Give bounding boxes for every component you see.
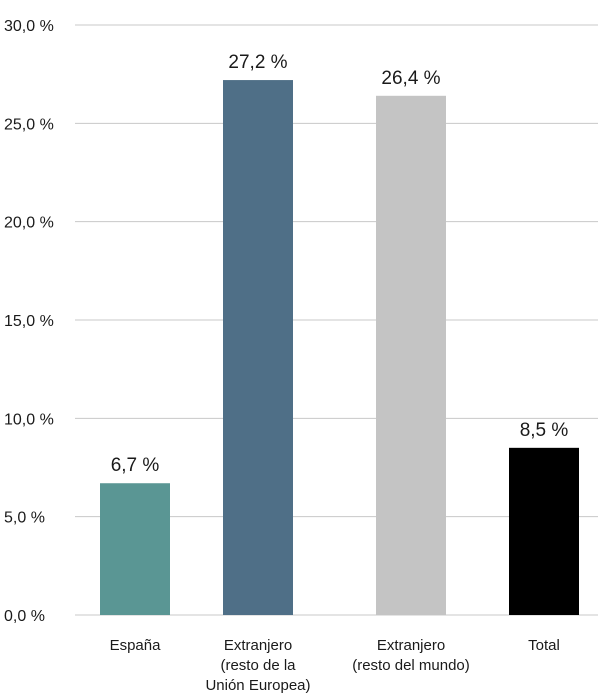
x-category-label-line: Total <box>528 637 560 654</box>
y-tick-label: 20,0 % <box>4 215 54 232</box>
y-tick-label: 0,0 % <box>4 608 45 625</box>
x-category-label: Extranjero (resto de la Unión Europea) <box>205 637 310 694</box>
x-category-label-line: Extranjero <box>224 637 292 654</box>
y-tick-label: 10,0 % <box>4 411 54 428</box>
y-tick-label: 5,0 % <box>4 510 45 527</box>
x-category-label-line: Unión Europea) <box>205 677 310 694</box>
x-category-label: Total <box>528 637 560 654</box>
bar <box>100 483 170 615</box>
x-category-label-line: Extranjero <box>377 637 445 654</box>
bar <box>223 80 293 616</box>
x-category-label: Extranjero (resto del mundo) <box>352 637 470 674</box>
bar <box>509 447 579 615</box>
x-category-label-line: (resto del mundo) <box>352 657 470 674</box>
y-tick-label: 15,0 % <box>4 313 54 330</box>
x-category-label: España <box>110 637 162 654</box>
data-label: 27,2 % <box>228 52 287 73</box>
data-label: 6,7 % <box>111 455 160 476</box>
y-tick-label: 25,0 % <box>4 116 54 133</box>
data-label: 26,4 % <box>381 68 440 89</box>
y-tick-label: 30,0 % <box>4 18 54 35</box>
x-category-label-line: (resto de la <box>220 657 296 674</box>
bar <box>376 95 446 616</box>
data-label: 8,5 % <box>520 420 569 441</box>
x-category-label-line: España <box>110 637 162 654</box>
